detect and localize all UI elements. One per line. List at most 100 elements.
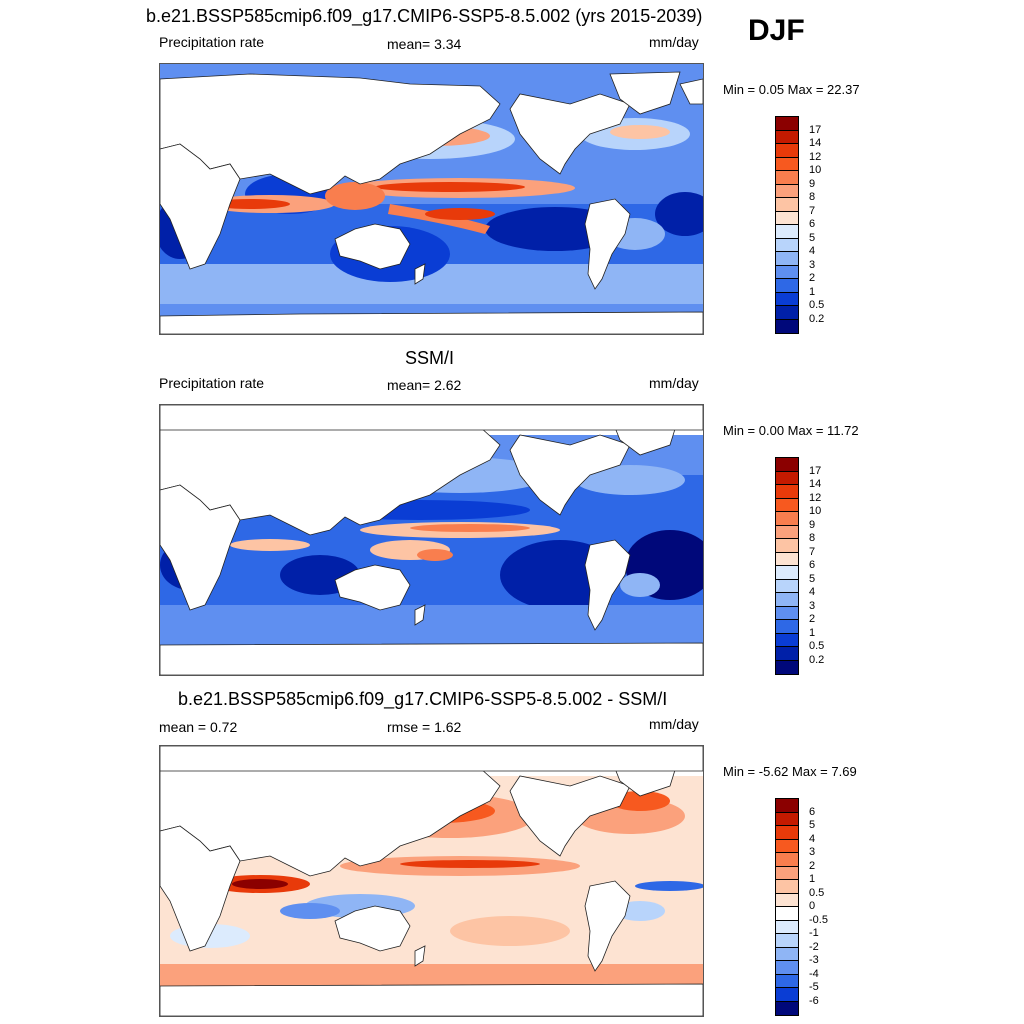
colorbar-box — [775, 973, 799, 988]
colorbar-tick — [775, 987, 799, 988]
colorbar-label: 0.5 — [809, 886, 825, 899]
colorbar-label: 6 — [809, 805, 816, 818]
colorbar-tick — [775, 143, 799, 144]
colorbar-tick — [775, 470, 799, 472]
colorbar-box — [775, 919, 799, 934]
colorbar-box — [775, 251, 799, 265]
colorbar-tick — [775, 960, 799, 961]
panel-3-mean: mean = 0.72 — [159, 719, 238, 735]
colorbar-box — [775, 592, 799, 606]
colorbar-label: 2 — [809, 859, 816, 872]
colorbar-tick — [775, 892, 799, 894]
colorbar-label: 5 — [809, 819, 816, 831]
colorbar-tick — [775, 318, 799, 320]
colorbar-tick — [775, 210, 799, 212]
colorbar-label: 3 — [809, 258, 816, 271]
colorbar-label: 9 — [809, 518, 816, 531]
panel-1-variable-label: Precipitation rate — [159, 34, 265, 50]
colorbar-label: 12 — [809, 491, 822, 504]
colorbar-box — [775, 565, 799, 579]
colorbar-label: 3 — [809, 846, 816, 858]
colorbar-label: 1 — [809, 873, 816, 885]
colorbar-label: -5 — [809, 981, 819, 993]
colorbar-tick — [775, 1000, 799, 1002]
colorbar-tick — [775, 484, 799, 485]
colorbar-label: 1 — [809, 626, 816, 639]
season-label: DJF — [748, 14, 805, 47]
colorbar-label: 10 — [809, 505, 822, 517]
colorbar-box — [775, 129, 799, 144]
colorbar-tick — [775, 551, 799, 553]
colorbar-tick — [775, 632, 799, 634]
colorbar-box — [775, 524, 799, 539]
colorbar-box — [775, 156, 799, 171]
colorbar-label: 8 — [809, 191, 816, 203]
colorbar-box — [775, 933, 799, 947]
panel-1-title: b.e21.BSSP585cmip6.f09_g17.CMIP6-SSP5-8.… — [146, 6, 703, 26]
colorbar-box — [775, 305, 799, 319]
colorbar-box — [775, 619, 799, 633]
colorbar-tick — [775, 511, 799, 512]
colorbar-tick — [775, 919, 799, 921]
colorbar-label: 14 — [809, 478, 822, 490]
colorbar-tick — [775, 197, 799, 198]
colorbar-box — [775, 852, 799, 866]
colorbar-box — [775, 551, 799, 566]
colorbar-label: 10 — [809, 164, 822, 176]
colorbar-box — [775, 278, 799, 292]
colorbar-tick — [775, 973, 799, 975]
panel-2-variable-label: Precipitation rate — [159, 375, 265, 391]
colorbar-tick — [775, 156, 799, 158]
colorbar-label: -4 — [809, 967, 819, 980]
panel-1-map — [159, 63, 704, 335]
colorbar-tick — [775, 264, 799, 266]
colorbar-box — [775, 291, 799, 306]
colorbar-label: 2 — [809, 272, 816, 284]
colorbar-tick — [775, 291, 799, 293]
colorbar-tick — [775, 183, 799, 185]
colorbar-box — [775, 210, 799, 225]
colorbar-label: 4 — [809, 832, 816, 845]
colorbar-tick — [775, 251, 799, 252]
panel-2-units: mm/day — [649, 375, 699, 391]
colorbar-label: 0.2 — [809, 653, 825, 666]
colorbar-box — [775, 646, 799, 660]
panel-3-map — [159, 745, 704, 1017]
colorbar-tick — [775, 946, 799, 948]
colorbar-tick — [775, 659, 799, 661]
colorbar-label: 3 — [809, 599, 816, 612]
colorbar-tick — [775, 497, 799, 499]
colorbar-label: 17 — [809, 123, 822, 136]
colorbar-label: 4 — [809, 586, 816, 598]
colorbar-tick — [775, 933, 799, 934]
colorbar-label: 2 — [809, 613, 816, 625]
panel-3-title: b.e21.BSSP585cmip6.f09_g17.CMIP6-SSP5-8.… — [178, 689, 668, 709]
panel-3-units: mm/day — [649, 716, 699, 732]
colorbar-tick — [775, 278, 799, 279]
colorbar-tick — [775, 592, 799, 593]
colorbar-label: -1 — [809, 927, 819, 939]
colorbar-tick — [775, 305, 799, 306]
colorbar-box — [775, 879, 799, 893]
colorbar-tick — [775, 605, 799, 607]
colorbar-box — [775, 538, 799, 552]
colorbar-label: 5 — [809, 231, 816, 244]
colorbar-box — [775, 578, 799, 593]
colorbar-box — [775, 470, 799, 485]
colorbar-tick — [775, 906, 799, 907]
colorbar-box — [775, 224, 799, 238]
colorbar-box — [775, 987, 799, 1001]
colorbar-label: 0.2 — [809, 312, 825, 325]
panel-2-title: SSM/I — [405, 348, 455, 368]
panel-2-mean: mean= 2.62 — [387, 377, 462, 393]
panel-1-units: mm/day — [649, 34, 699, 50]
colorbar-label: 17 — [809, 464, 822, 477]
colorbar-box — [775, 906, 799, 920]
colorbar-label: 12 — [809, 150, 822, 163]
panel-3-minmax: Min = -5.62 Max = 7.69 — [723, 764, 857, 779]
colorbar-tick — [775, 825, 799, 826]
colorbar-label: 0.5 — [809, 299, 825, 311]
colorbar-box — [775, 497, 799, 512]
colorbar-box — [775, 264, 799, 279]
panel-2-minmax: Min = 0.00 Max = 11.72 — [723, 423, 859, 438]
